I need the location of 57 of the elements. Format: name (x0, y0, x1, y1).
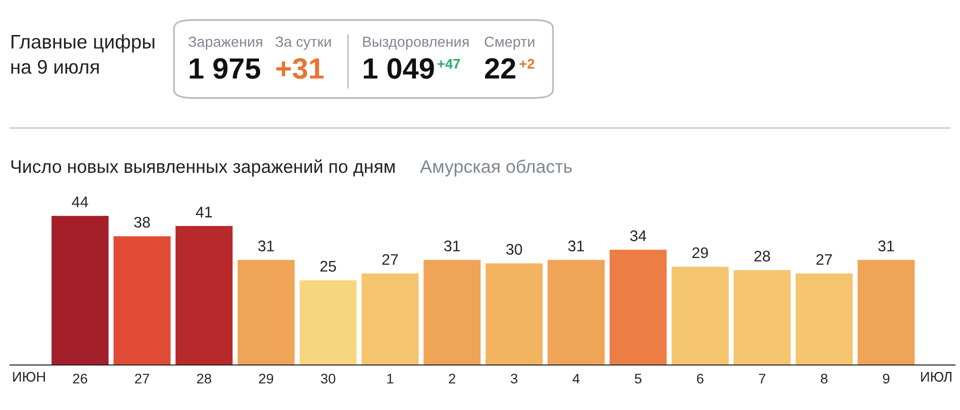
bar (858, 260, 915, 365)
x-tick-label: 7 (759, 374, 766, 384)
text: +2 (520, 58, 534, 69)
text: Смерти (484, 36, 534, 50)
x-tick-label: 5 (634, 374, 642, 384)
x-tick-label: 8 (820, 374, 828, 384)
text: +47 (438, 59, 460, 69)
text: Заражения (188, 36, 262, 50)
chart-title: Число новых выявленных заражений по дням (11, 159, 395, 177)
bar (486, 263, 543, 365)
bar (424, 260, 481, 365)
data-label: 30 (506, 244, 522, 255)
data-label: 31 (878, 240, 894, 252)
x-tick-label: 4 (572, 374, 580, 384)
bar (238, 260, 295, 365)
data-label: 31 (258, 240, 274, 252)
text: Выздоровления (363, 36, 469, 50)
bar (796, 273, 853, 365)
data-label: 25 (320, 260, 336, 272)
bar (114, 236, 171, 365)
bar (672, 266, 729, 365)
chart-subtitle: Амурская область (420, 160, 572, 176)
x-tick-label: 30 (320, 374, 336, 384)
bar (610, 250, 667, 365)
x-tick-label: 3 (510, 374, 518, 384)
data-label: 31 (444, 240, 460, 252)
text: За сутки (275, 36, 331, 50)
data-label: 34 (630, 230, 646, 242)
bar (52, 216, 109, 365)
data-label: 44 (72, 196, 88, 208)
x-tick-label: 2 (448, 374, 456, 384)
data-label: 27 (382, 254, 398, 265)
x-tick-label: 29 (259, 374, 274, 384)
data-label: 38 (134, 216, 150, 228)
data-label: 29 (692, 247, 708, 258)
text: ИЮН (13, 372, 45, 382)
bar (362, 273, 419, 365)
text: 1 975 (190, 58, 260, 79)
text: 1 049 (364, 58, 434, 79)
text: 22 (485, 58, 516, 79)
data-label: 31 (568, 240, 584, 252)
data-label: 28 (754, 250, 770, 262)
x-tick-label: 6 (696, 374, 704, 384)
x-tick-label: 27 (135, 374, 150, 384)
x-tick-label: 26 (73, 374, 88, 384)
x-tick-label: 9 (882, 374, 890, 384)
bar (176, 226, 233, 365)
text: ИЮЛ (921, 372, 952, 382)
x-tick-label: 28 (197, 374, 212, 384)
bar (734, 270, 791, 365)
data-label: 41 (196, 206, 212, 218)
x-tick-label: 1 (387, 374, 394, 384)
text: +31 (276, 58, 324, 79)
text: Главные цифры на 9 июля (11, 34, 154, 74)
bar (300, 280, 357, 365)
bar (548, 260, 605, 365)
data-label: 27 (816, 254, 832, 265)
